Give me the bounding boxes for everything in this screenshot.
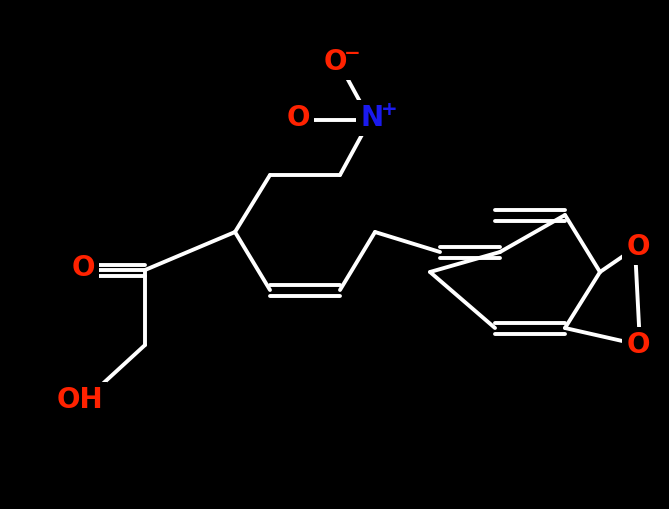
Text: O: O [286,104,310,132]
Text: O: O [323,48,347,76]
Text: −: − [343,43,360,63]
Text: OH: OH [57,386,103,414]
Text: O: O [626,331,650,359]
Text: N: N [361,104,383,132]
Text: +: + [381,99,397,119]
Text: O: O [626,233,650,261]
Text: O: O [72,254,95,282]
